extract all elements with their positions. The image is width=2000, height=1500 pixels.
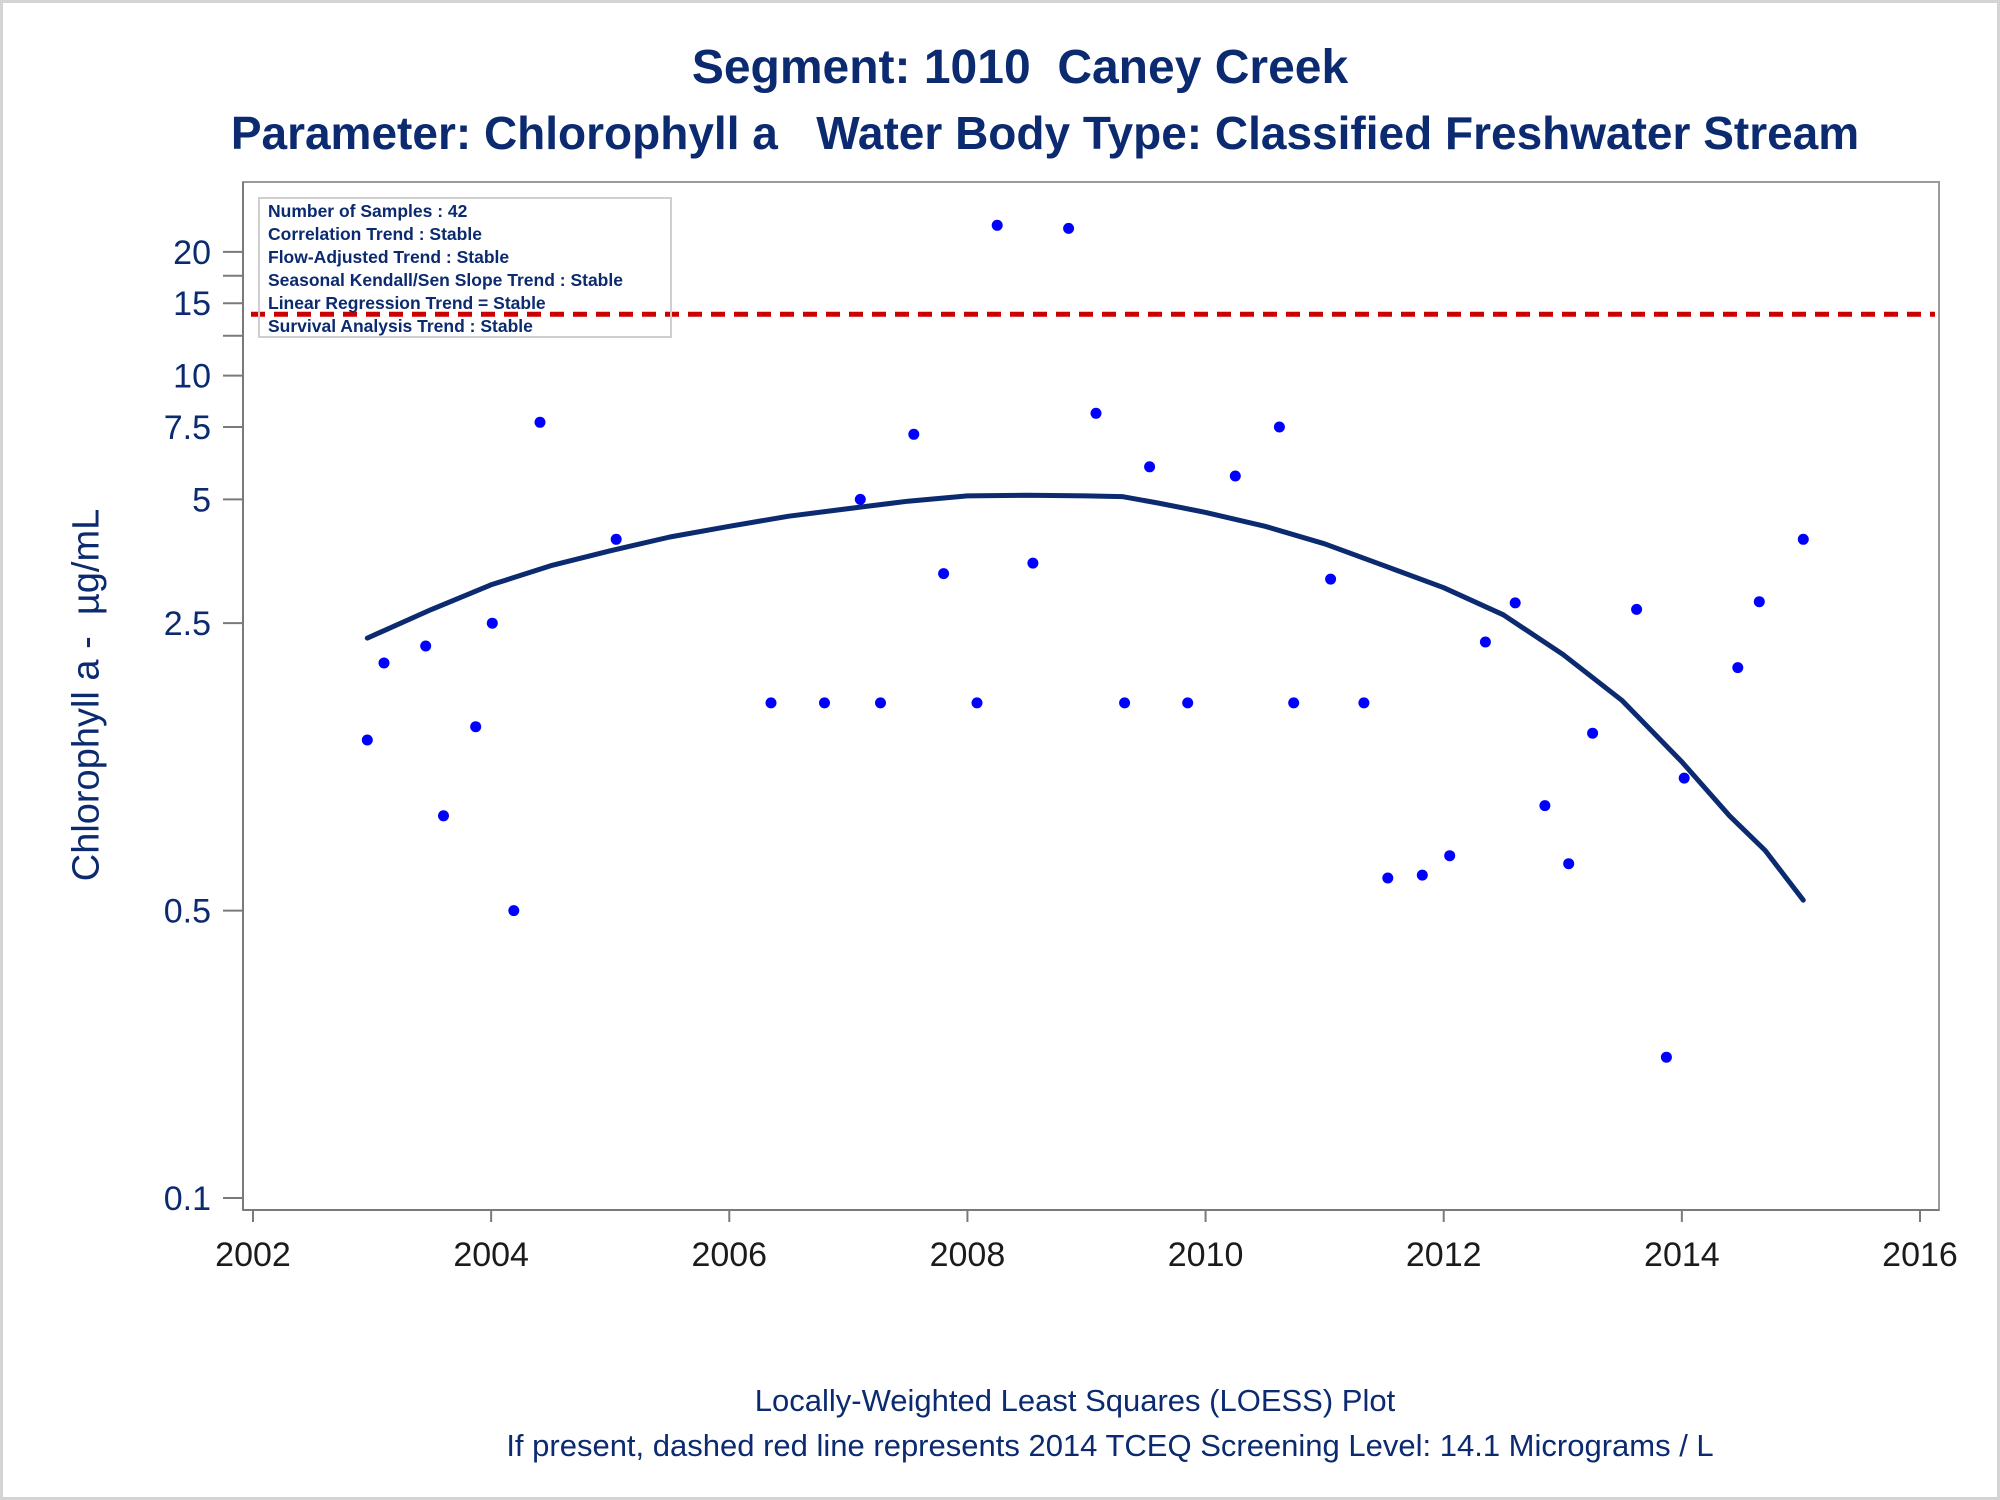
sample-point xyxy=(1678,772,1690,784)
footnote-screening-level: If present, dashed red line represents 2… xyxy=(506,1428,1714,1463)
sample-point xyxy=(819,697,830,709)
stat-correlation-trend: Correlation Trend : Stable xyxy=(268,224,482,244)
y-tick-label: 5 xyxy=(192,481,211,519)
stat-sample-count: Number of Samples : 42 xyxy=(268,201,468,221)
sample-point xyxy=(1090,407,1102,419)
sample-point xyxy=(1797,533,1809,545)
sample-point xyxy=(438,810,449,822)
x-tick-label: 2006 xyxy=(691,1236,767,1274)
sample-point xyxy=(1229,470,1241,482)
y-axis: 0.1 0.5 2.5 5 7.5 10 15 20 xyxy=(164,182,244,1218)
sample-point xyxy=(534,416,546,428)
loess-layer xyxy=(364,492,1806,903)
sample-point xyxy=(1063,222,1075,234)
sample-point xyxy=(1587,727,1599,739)
y-tick-label: 0.1 xyxy=(164,1180,211,1218)
sample-point xyxy=(1563,858,1575,870)
sample-point xyxy=(420,640,432,652)
sample-point xyxy=(1416,869,1428,881)
sample-point xyxy=(1273,421,1285,433)
stats-box xyxy=(258,197,672,338)
sample-point xyxy=(1660,1051,1672,1063)
x-tick-label: 2002 xyxy=(215,1236,291,1274)
sample-point xyxy=(1182,697,1194,709)
stat-seasonal-kendall-trend: Seasonal Kendall/Sen Slope Trend : Stabl… xyxy=(268,270,623,290)
stat-linear-regression-trend: Linear Regression Trend = Stable xyxy=(268,293,546,313)
sample-point xyxy=(1382,872,1394,884)
sample-point xyxy=(1119,697,1131,709)
y-tick-label: 10 xyxy=(173,358,211,396)
footnote-loess: Locally-Weighted Least Squares (LOESS) P… xyxy=(754,1383,1396,1418)
sample-point xyxy=(1144,461,1156,473)
sample-point xyxy=(486,617,498,629)
x-tick-label: 2008 xyxy=(930,1236,1006,1274)
loess-curve xyxy=(364,492,1806,903)
x-tick-label: 2014 xyxy=(1644,1236,1720,1274)
sample-point xyxy=(1444,850,1456,862)
chart-subtitle: Parameter: Chlorophyll a Water Body Type… xyxy=(230,107,1860,159)
sample-point xyxy=(508,905,520,917)
sample-point xyxy=(1509,597,1521,609)
sample-point xyxy=(765,697,777,709)
sample-point xyxy=(361,734,373,746)
y-tick-label: 7.5 xyxy=(164,409,211,447)
chart-title: Segment: 1010 Caney Creek xyxy=(691,41,1349,94)
sample-point xyxy=(1027,557,1039,569)
y-tick-label: 15 xyxy=(173,285,211,323)
sample-point xyxy=(1288,697,1300,709)
sample-point xyxy=(991,219,1003,231)
points-layer xyxy=(361,219,1809,1063)
stat-survival-analysis-trend: Survival Analysis Trend : Stable xyxy=(268,316,533,336)
x-tick-label: 2004 xyxy=(453,1236,529,1274)
sample-point xyxy=(938,568,950,580)
x-axis: 2002 2004 2006 2008 2010 2012 2014 2016 xyxy=(215,1209,1958,1274)
x-tick-label: 2016 xyxy=(1882,1236,1958,1274)
sample-point xyxy=(854,493,866,505)
sample-point xyxy=(908,428,920,440)
x-tick-label: 2010 xyxy=(1168,1236,1244,1274)
sample-point xyxy=(875,697,886,709)
stat-flow-adjusted-trend: Flow-Adjusted Trend : Stable xyxy=(268,247,510,267)
sample-point xyxy=(1358,697,1370,709)
sample-point xyxy=(1539,800,1551,812)
sample-point xyxy=(1479,636,1491,648)
sample-point xyxy=(1631,603,1643,615)
sample-point xyxy=(378,657,390,669)
sample-point xyxy=(1732,662,1744,674)
sample-point xyxy=(470,721,482,733)
x-tick-label: 2012 xyxy=(1406,1236,1482,1274)
y-tick-label: 20 xyxy=(173,234,211,272)
y-tick-label: 2.5 xyxy=(164,605,211,643)
sample-point xyxy=(1325,573,1337,585)
sample-point xyxy=(971,697,983,709)
sample-point xyxy=(610,533,622,545)
sample-point xyxy=(1753,596,1765,608)
y-tick-label: 0.5 xyxy=(164,893,211,931)
